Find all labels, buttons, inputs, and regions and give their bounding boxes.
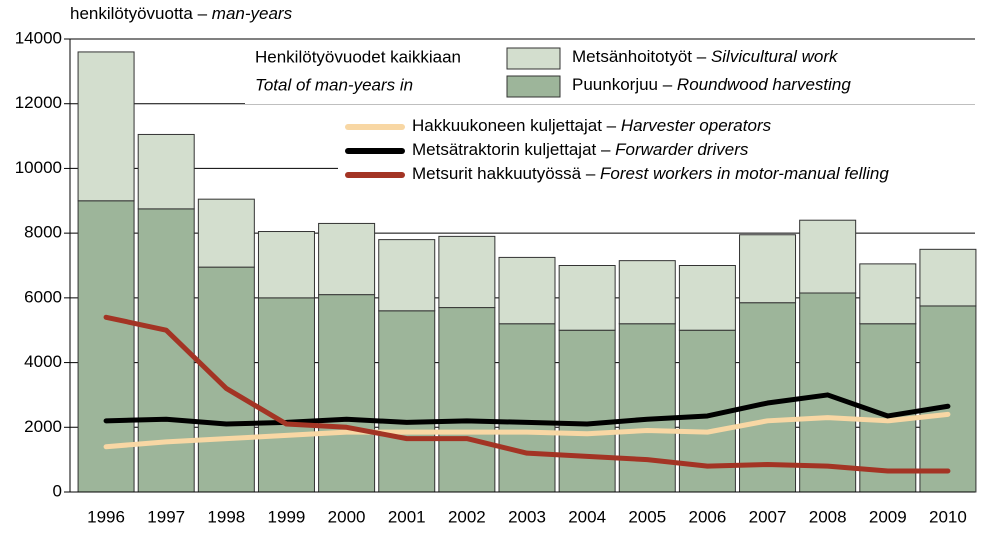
bar (618, 260, 676, 325)
y-tick-label: 12000 (15, 93, 62, 112)
line (103, 392, 951, 427)
bar (558, 329, 616, 493)
bar (498, 323, 556, 493)
legend-name: Metsänhoitotyöt – (572, 47, 707, 66)
y-tick-label: 10000 (15, 158, 62, 177)
bar (558, 265, 616, 331)
line (103, 314, 951, 474)
legend-bg (245, 42, 975, 104)
axis-unit: henkilötyövuotta – man-years (70, 4, 293, 23)
bar (678, 265, 736, 331)
bar (438, 235, 496, 309)
y-tick-label: 4000 (24, 352, 62, 371)
legend-name: Puunkorjuu – (572, 75, 673, 94)
bar (378, 310, 436, 493)
legend-bg (338, 110, 975, 192)
bar (318, 222, 376, 296)
unit-fi: henkilötyövuotta – (70, 4, 208, 23)
bar (257, 297, 315, 493)
bar (799, 219, 857, 294)
y-tick-label: 2000 (24, 417, 62, 436)
legend-label: Metsänhoitotyöt – Silvicultural work (572, 47, 839, 66)
x-tick-label: 2008 (809, 507, 847, 526)
legend-title: Henkilötyövuodet kaikkiaan (255, 47, 461, 66)
bar (618, 323, 676, 493)
legend-name-en: Forwarder drivers (615, 140, 749, 159)
y-tick-label: 14000 (15, 28, 62, 47)
y-tick-label: 6000 (24, 287, 62, 306)
legend-name: Metsurit hakkuutyössä – (412, 164, 596, 183)
bar (77, 51, 135, 202)
legend-name: Metsätraktorin kuljettajat – (412, 140, 611, 159)
legend-name-en: Harvester operators (621, 116, 772, 135)
line (103, 411, 951, 450)
x-tick-label: 2005 (628, 507, 666, 526)
bar (137, 133, 195, 210)
bar (197, 266, 255, 493)
x-tick-label: 2007 (749, 507, 787, 526)
unit-en: man-years (212, 4, 293, 23)
bar (318, 294, 376, 493)
x-tick-label: 1996 (87, 507, 125, 526)
legend-swatch (506, 75, 561, 98)
legend-label: Puunkorjuu – Roundwood harvesting (572, 75, 851, 94)
x-tick-label: 1998 (207, 507, 245, 526)
legend-title: Total of man-years in (255, 75, 413, 94)
bar (919, 305, 977, 493)
x-tick-label: 2010 (929, 507, 967, 526)
bar (378, 239, 436, 312)
bar (739, 234, 797, 304)
x-tick-label: 2001 (388, 507, 426, 526)
bar (498, 256, 556, 325)
bar (859, 263, 917, 325)
bar (257, 231, 315, 299)
x-tick-label: 1997 (147, 507, 185, 526)
x-tick-label: 2003 (508, 507, 546, 526)
legend-label: Hakkuukoneen kuljettajat – Harvester ope… (412, 116, 772, 135)
legend-name-en: Forest workers in motor-manual felling (600, 164, 889, 183)
x-tick-label: 2002 (448, 507, 486, 526)
legend-name-en: Roundwood harvesting (677, 75, 851, 94)
x-tick-label: 2009 (869, 507, 907, 526)
legend-swatch (506, 47, 561, 70)
bar (919, 248, 977, 307)
x-tick-label: 2000 (328, 507, 366, 526)
y-tick-label: 8000 (24, 223, 62, 242)
x-tick-label: 1999 (268, 507, 306, 526)
legend-name-en: Silvicultural work (711, 47, 839, 66)
legend-name: Hakkuukoneen kuljettajat – (412, 116, 617, 135)
x-tick-label: 2006 (688, 507, 726, 526)
bar (438, 307, 496, 493)
legend-label: Metsurit hakkuutyössä – Forest workers i… (412, 164, 889, 183)
x-tick-label: 2004 (568, 507, 606, 526)
legend-label: Metsätraktorin kuljettajat – Forwarder d… (412, 140, 749, 159)
bar (197, 198, 255, 268)
y-tick-label: 0 (53, 481, 62, 500)
